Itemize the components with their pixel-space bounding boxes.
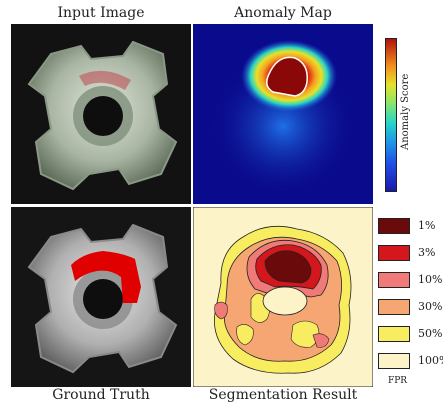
- anomaly-map-panel: [193, 24, 373, 204]
- legend-label: 3%: [418, 246, 436, 259]
- legend-item: 10%: [378, 272, 443, 292]
- legend-label: 10%: [418, 273, 443, 286]
- input-image-title: Input Image: [57, 5, 145, 21]
- legend-label: 30%: [418, 300, 443, 313]
- legend-item: 100%: [378, 353, 443, 373]
- legend-swatch: [378, 326, 410, 342]
- anomaly-map-title: Anomaly Map: [234, 5, 332, 21]
- legend-label: 1%: [418, 219, 436, 232]
- legend-item: 50%: [378, 326, 443, 346]
- legend-swatch: [378, 245, 410, 261]
- input-image-panel: [11, 24, 191, 204]
- legend-swatch: [378, 218, 410, 234]
- legend-footer: FPR: [388, 376, 408, 386]
- legend-swatch: [378, 299, 410, 315]
- anomaly-score-colorbar: [385, 38, 397, 192]
- legend-item: 3%: [378, 245, 443, 265]
- legend-swatch: [378, 272, 410, 288]
- colorbar-label: Anomaly Score: [400, 73, 411, 150]
- legend-swatch: [378, 353, 410, 369]
- legend-item: 30%: [378, 299, 443, 319]
- legend-label: 100%: [418, 354, 443, 367]
- legend-label: 50%: [418, 327, 443, 340]
- ground-truth-panel: [11, 207, 191, 387]
- ground-truth-title: Ground Truth: [52, 387, 150, 403]
- segmentation-result-panel: [193, 207, 373, 387]
- segmentation-result-title: Segmentation Result: [208, 387, 358, 403]
- legend-item: 1%: [378, 218, 443, 238]
